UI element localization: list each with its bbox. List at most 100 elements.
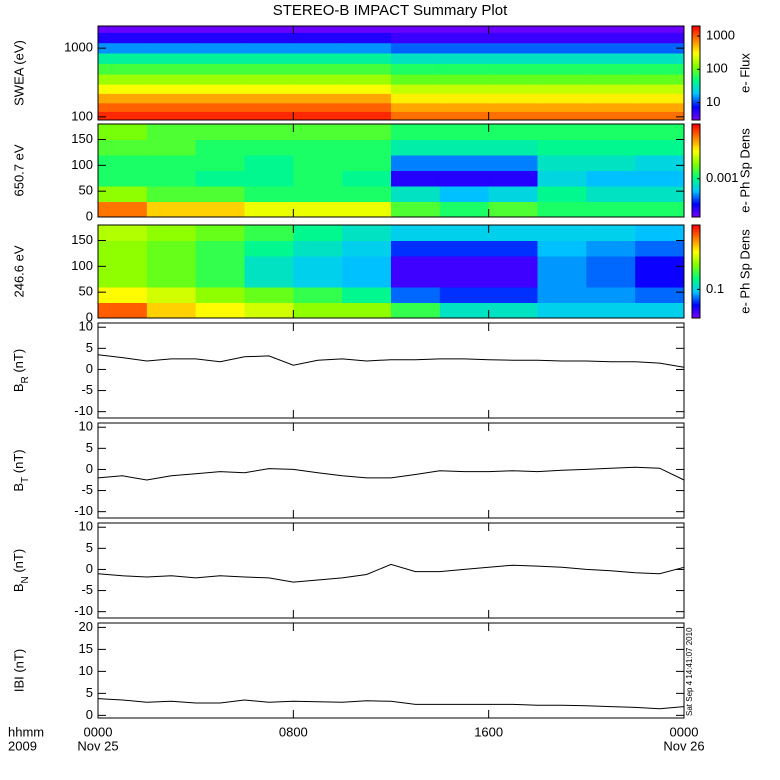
colorbar-segment [692,226,700,229]
heatmap-cell [146,155,197,171]
heatmap-cell [635,52,685,64]
heatmap-cell [195,240,245,257]
panel-frame [97,224,685,319]
heatmap-cell [244,111,294,121]
heatmap-cell [439,93,490,104]
colorbar-segment [692,189,700,192]
heatmap-cell [244,225,294,241]
colorbar-segment [692,271,700,274]
heatmap-cell [586,256,636,272]
colorbar-segment [692,29,700,32]
colorbar-segment [692,248,700,251]
colorbar-segment [692,228,700,231]
colorbar-segment [692,130,700,133]
heatmap-cell [244,201,294,218]
heatmap-cell [635,84,685,94]
y-axis-label-part: B [11,384,26,393]
heatmap-cell [293,139,343,156]
heatmap-cell [244,139,294,156]
heatmap-cell [293,302,343,319]
colorbar-segment [692,141,700,144]
heatmap-cell [342,84,392,94]
heatmap-cell [195,155,245,171]
heatmap-cell [635,201,685,218]
heatmap-cell [98,302,148,319]
y-axis-label-part: (nT) [11,349,26,376]
colorbar-segment [692,49,700,52]
y-tick-label: -10 [74,503,93,518]
heatmap-cell [293,111,343,121]
colorbar-segment [692,212,700,215]
colorbar-segment [692,179,700,182]
colorbar-tick-label: 100 [706,61,728,76]
colorbar-segment [692,35,700,38]
colorbar-segment [692,276,700,279]
colorbar-segment [692,181,700,184]
colorbar-segment [692,43,700,46]
colorbar-segment [692,203,700,206]
heatmap-cell [98,93,148,104]
colorbar-segment [692,288,700,291]
heatmap-cell [293,84,343,94]
heatmap-cell [293,63,343,75]
colorbar-segment [692,190,700,193]
heatmap-cell [391,170,441,187]
heatmap-cell [293,32,343,44]
colorbar-segment [692,164,700,167]
heatmap-cell [635,155,685,171]
colorbar-segment [692,161,700,164]
heatmap-cell [195,93,245,104]
colorbar-segment [692,27,700,30]
heatmap-cell [98,26,148,33]
heatmap-cell [488,111,538,121]
colorbar-segment [692,170,700,173]
heatmap-cell [98,186,148,202]
panel: -10 -5 0 5 10 BT (nT) [11,419,685,519]
colorbar-segment [692,296,700,299]
panel-frame [97,123,685,218]
colorbar-segment [692,82,700,85]
heatmap-cell [488,63,538,75]
colorbar-segment [692,266,700,269]
heatmap-cell [439,201,490,218]
x-tick-label: 0800 [279,724,308,739]
colorbar-segment [692,77,700,80]
heatmap-cell [342,201,392,218]
heatmap-cell [488,93,538,104]
heatmap-cell [342,186,392,202]
heatmap-cell [98,74,148,85]
y-tick-label: 0 [86,208,93,223]
colorbar-segment [692,151,700,154]
heatmap-cell [391,32,441,44]
colorbar-segment [692,274,700,277]
heatmap-cell [586,155,636,171]
heatmap-cell [586,93,636,104]
heatmap-cell [293,256,343,272]
colorbar-segment [692,63,700,66]
colorbar-segment [692,55,700,58]
heatmap-cell [586,52,636,64]
colorbar-segment [692,232,700,235]
colorbar-segment [692,290,700,293]
heatmap-cell [586,271,636,288]
heatmap-cell [537,74,587,85]
panel-frame [97,322,685,419]
heatmap-cell [537,302,587,319]
colorbar-segment [692,87,700,90]
colorbar-segment [692,231,700,234]
y-tick-label: 10 [79,663,93,678]
heatmap-cell [293,155,343,171]
heatmap-cell [293,271,343,288]
heatmap-cell [391,186,441,202]
y-tick-label: 5 [86,440,93,455]
heatmap-cell [244,74,294,85]
colorbar-segment [692,305,700,308]
y-axis-label-part: T [20,477,31,483]
colorbar-frame [691,123,701,218]
y-tick-label: -5 [81,482,93,497]
heatmap-cell [537,102,587,112]
colorbar-segment [692,304,700,307]
heatmap-cell [146,287,197,303]
heatmap-cell [488,26,538,33]
heatmap-cell [293,26,343,33]
